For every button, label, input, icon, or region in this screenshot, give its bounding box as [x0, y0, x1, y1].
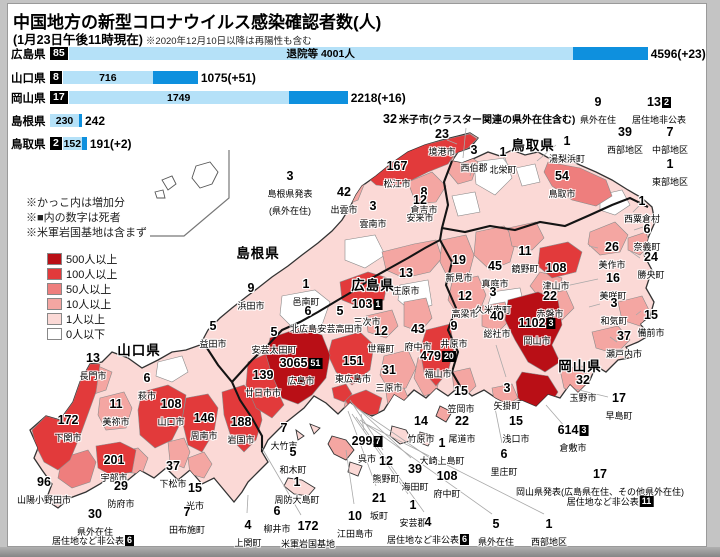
footnote-line: ※■内の数字は死者 [26, 212, 121, 224]
footnote-line: ※かっこ内は増加分 [26, 197, 125, 209]
legend-label: 500人以上 [66, 253, 118, 266]
legend-item: 100人以上 [47, 266, 117, 281]
bar-row: 山口県 8 716 1075(+51) [11, 70, 256, 85]
total-count-label: 2218(+16) [350, 90, 406, 105]
deaths-count-box: 17 [50, 91, 68, 104]
bottom-edge-strip [0, 547, 720, 557]
recovered-bar-segment: 152 [62, 137, 82, 150]
total-count-label: 1075(+51) [200, 70, 256, 85]
bar-pref-label: 山口県 [11, 72, 46, 85]
total-count-label: 191(+2) [89, 136, 132, 151]
legend-item: 500人以上 [47, 251, 117, 266]
bar-pref-label: 島根県 [11, 115, 46, 128]
oki-inset [150, 150, 230, 237]
page-title: 中国地方の新型コロナウイルス感染確認者数(人) [13, 13, 382, 32]
footnotes: ※かっこ内は増加分 ※■内の数字は死者 ※米軍岩国基地は含まず [26, 196, 147, 241]
legend-item: 1人以上 [47, 311, 117, 326]
bar-row: 鳥取県 2 152 191(+2) [11, 136, 132, 151]
region-cells [31, 133, 651, 489]
active-bar-segment [152, 71, 198, 84]
bar-pref-label: 鳥取県 [11, 138, 46, 151]
inset-border-line [150, 150, 230, 237]
recovered-bar-segment: 716 [62, 71, 153, 84]
legend-swatch [47, 297, 62, 310]
legend-swatch [47, 267, 62, 280]
bar-track: 716 [62, 71, 198, 84]
legend-label: 10人以上 [66, 298, 112, 311]
legend-item: 10人以上 [47, 296, 117, 311]
recovered-bar-segment: 230 [50, 114, 79, 127]
bar-row: 広島県 85 退院等 4001人 4596(+23) [11, 46, 706, 61]
legend-swatch [47, 252, 62, 265]
bar-row: 岡山県 17 1749 2218(+16) [11, 90, 406, 105]
active-bar-segment [288, 91, 348, 104]
active-bar-segment [81, 137, 87, 150]
deaths-count-box: 8 [50, 71, 62, 84]
legend-swatch [47, 312, 62, 325]
total-count-label: 242 [85, 113, 106, 128]
legend-swatch [47, 282, 62, 295]
legend-swatch [47, 327, 62, 340]
active-bar-segment [79, 114, 82, 127]
legend-item: 0人以下 [47, 326, 117, 341]
color-legend: 500人以上 100人以上 50人以上 10人以上 1人以上 0人以下 [47, 251, 117, 341]
page-subtitle: (1月23日午後11時現在) ※2020年12月10日以降は再陽性も含む [13, 29, 312, 48]
bar-track: 152 [62, 137, 87, 150]
bar-row: 島根県 230 242 [11, 113, 105, 128]
bar-track: 230 [50, 114, 82, 127]
bar-pref-label: 広島県 [11, 48, 46, 61]
active-bar-segment [572, 47, 648, 60]
deaths-count-box: 2 [50, 137, 62, 150]
legend-item: 50人以上 [47, 281, 117, 296]
recovered-bar-segment: 退院等 4001人 [68, 47, 573, 60]
legend-label: 100人以上 [66, 268, 118, 281]
deaths-count-box: 85 [50, 47, 68, 60]
legend-label: 50人以上 [66, 283, 112, 296]
prefecture-borders [204, 160, 649, 452]
legend-label: 1人以上 [66, 313, 106, 326]
total-count-label: 4596(+23) [650, 46, 706, 61]
footnote-line: ※米軍岩国基地は含まず [26, 227, 147, 239]
recovered-bar-segment: 1749 [68, 91, 289, 104]
bar-track: 1749 [68, 91, 348, 104]
bar-track: 退院等 4001人 [68, 47, 648, 60]
subtitle-note: ※2020年12月10日以降は再陽性も含む [145, 36, 312, 47]
subtitle-datetime: (1月23日午後11時現在) [13, 33, 143, 47]
legend-label: 0人以下 [66, 328, 106, 341]
bar-pref-label: 岡山県 [11, 92, 46, 105]
islands [283, 405, 453, 497]
leader-lines [246, 127, 644, 516]
